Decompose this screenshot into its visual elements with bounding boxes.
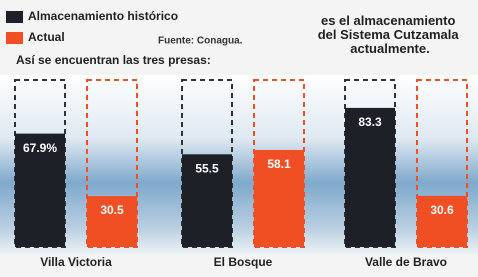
value-label: 83.3: [358, 115, 382, 129]
x-tick-label: El Bosque: [214, 255, 273, 269]
x-tick-label: Valle de Bravo: [365, 255, 447, 269]
value-label: 30.5: [100, 203, 124, 217]
legend-swatch: [6, 11, 23, 23]
chart: es el almacenamiento del Sistema Cutzama…: [0, 0, 478, 277]
value-label: 55.5: [195, 161, 219, 175]
value-label: 67.9%: [23, 141, 57, 155]
source: Fuente: Conagua.: [158, 36, 243, 47]
value-label: 30.6: [430, 203, 454, 217]
water-image: [0, 75, 478, 255]
legend-label: Actual: [28, 30, 65, 44]
legend-label: Almacenamiento histórico: [28, 9, 178, 23]
x-tick-label: Villa Victoria: [40, 255, 112, 269]
legend-swatch: [6, 32, 23, 44]
chart-subtitle: Así se encuentran las tres presas:: [16, 53, 211, 67]
value-label: 58.1: [267, 157, 291, 171]
